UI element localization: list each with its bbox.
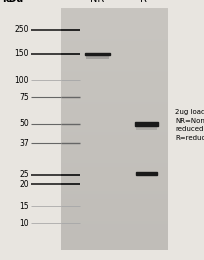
Bar <box>86 55 108 59</box>
Text: 75: 75 <box>19 93 29 102</box>
Bar <box>134 122 157 126</box>
Text: 250: 250 <box>14 25 29 34</box>
Bar <box>85 53 109 55</box>
Text: 37: 37 <box>19 139 29 148</box>
Bar <box>135 126 157 130</box>
Text: 2ug loading
NR=Non-
reduced
R=reduced: 2ug loading NR=Non- reduced R=reduced <box>174 109 204 141</box>
Text: R: R <box>139 0 146 4</box>
Text: 150: 150 <box>14 49 29 58</box>
Text: NR: NR <box>90 0 104 4</box>
Text: 50: 50 <box>19 119 29 128</box>
Text: 25: 25 <box>19 170 29 179</box>
Text: 20: 20 <box>19 180 29 189</box>
Text: 10: 10 <box>19 218 29 228</box>
Bar <box>135 172 157 175</box>
Text: 15: 15 <box>19 202 29 211</box>
Text: 100: 100 <box>14 76 29 85</box>
Text: kDa: kDa <box>2 0 23 4</box>
